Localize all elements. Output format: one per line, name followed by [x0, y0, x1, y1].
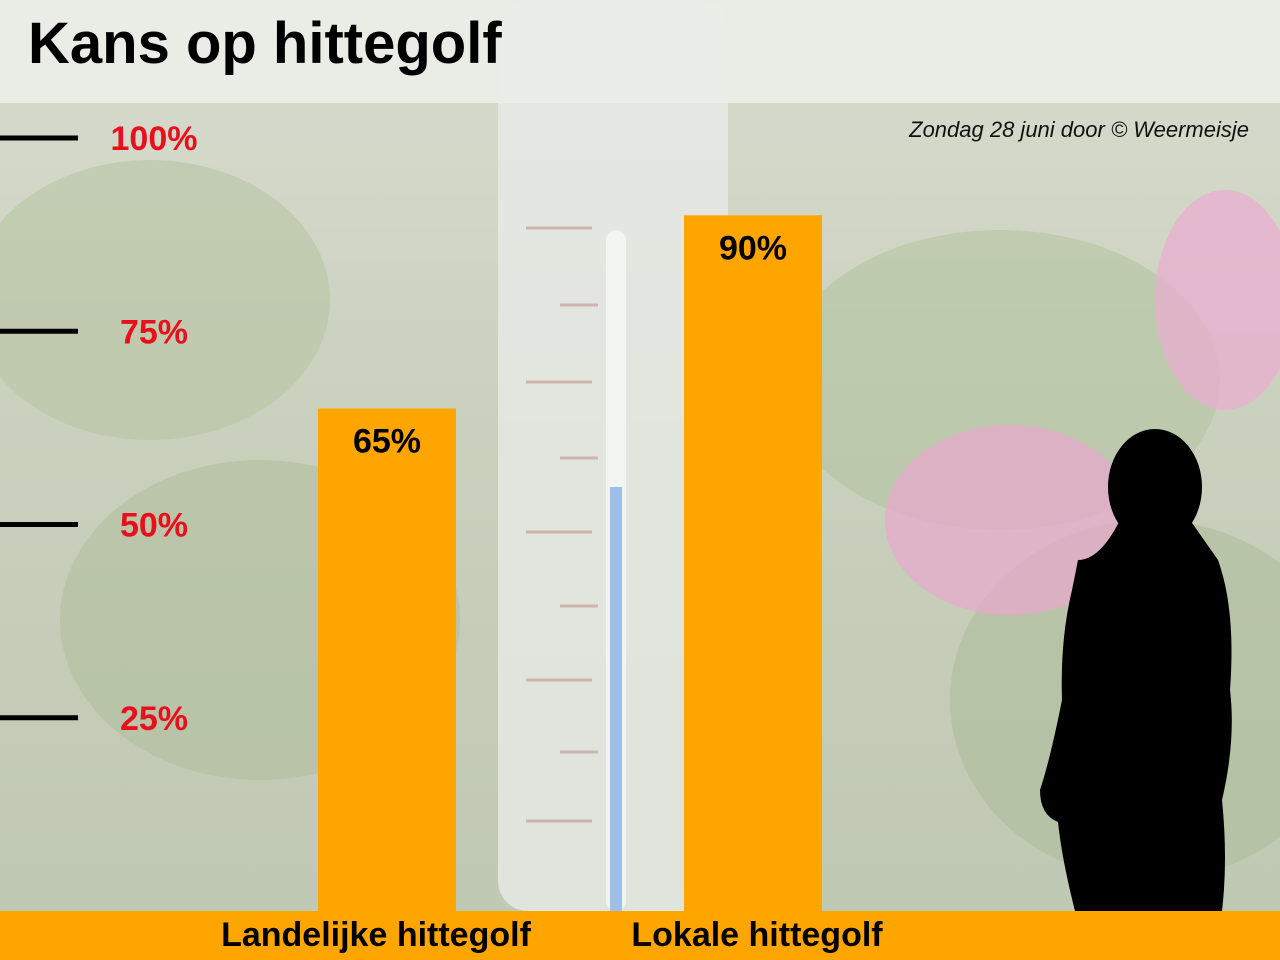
- thermometer-scale-lines: [526, 226, 598, 823]
- category-label: Lokale hittegolf: [631, 916, 883, 954]
- bar-value-label: 90%: [719, 229, 787, 267]
- y-tick-label: 100%: [111, 120, 198, 158]
- y-axis: 25% 50% 75% 100%: [0, 120, 197, 738]
- y-tick-label: 75%: [120, 313, 188, 351]
- bar: [318, 408, 456, 911]
- bars: 65% 90%: [318, 215, 822, 912]
- title-band: [0, 0, 1280, 103]
- category-band: [0, 911, 1280, 960]
- page-title: Kans op hittegolf: [28, 11, 502, 76]
- bar-value-label: 65%: [353, 423, 421, 461]
- y-tick-label: 50%: [120, 507, 188, 545]
- byline: Zondag 28 juni door © Weermeisje: [909, 117, 1249, 142]
- woman-silhouette-icon: [1040, 429, 1232, 911]
- category-label: Landelijke hittegolf: [221, 916, 531, 954]
- y-tick-label: 25%: [120, 700, 188, 738]
- bar: [684, 215, 822, 912]
